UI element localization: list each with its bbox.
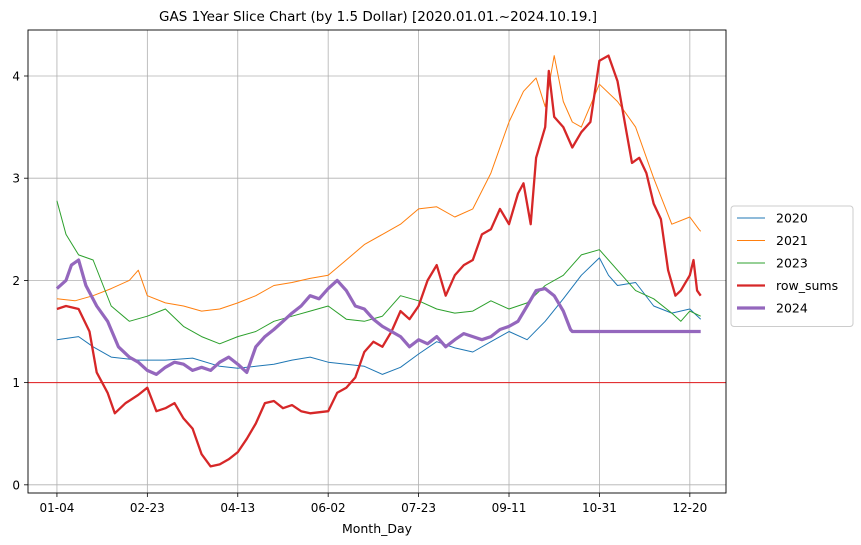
- legend-label: 2021: [776, 233, 808, 248]
- x-axis: 01-04 02-23 04-13 06-02 07-23 09-11 10-31 12-20: [39, 493, 707, 515]
- y-tick-label: 2: [12, 274, 20, 288]
- legend-box: [730, 205, 854, 327]
- legend: 2020 2021 2023 row_sums 2024: [730, 205, 854, 327]
- x-tick-label: 09-11: [492, 501, 527, 515]
- series-line-2020: [56, 257, 702, 375]
- legend-label: 2020: [776, 211, 808, 226]
- x-tick-label: 02-23: [130, 501, 165, 515]
- chart-title: GAS 1Year Slice Chart (by 1.5 Dollar) [2…: [159, 9, 597, 25]
- series-line-2023: [56, 200, 701, 345]
- x-tick-label: 12-20: [672, 501, 707, 515]
- y-tick-label: 3: [12, 172, 20, 186]
- x-tick-label: 01-04: [39, 501, 74, 515]
- x-tick-label: 10-31: [582, 501, 617, 515]
- y-tick-label: 1: [12, 376, 20, 390]
- y-tick-label: 0: [12, 478, 20, 492]
- plot-area-frame: [27, 29, 727, 494]
- series-line-2024: [55, 258, 701, 376]
- x-tick-label: 04-13: [220, 501, 255, 515]
- series-layer: [55, 54, 702, 468]
- x-tick-label: 07-23: [401, 501, 436, 515]
- legend-label: row_sums: [776, 278, 838, 293]
- legend-label: 2023: [776, 256, 808, 271]
- series-line-2021: [56, 55, 702, 312]
- x-tick-label: 06-02: [311, 501, 346, 515]
- series-line-row-sums: [56, 54, 702, 468]
- legend-label: 2024: [776, 301, 808, 316]
- y-axis: 0 1 2 3 4: [12, 69, 28, 492]
- y-tick-label: 4: [12, 69, 20, 83]
- x-axis-label: Month_Day: [342, 521, 413, 536]
